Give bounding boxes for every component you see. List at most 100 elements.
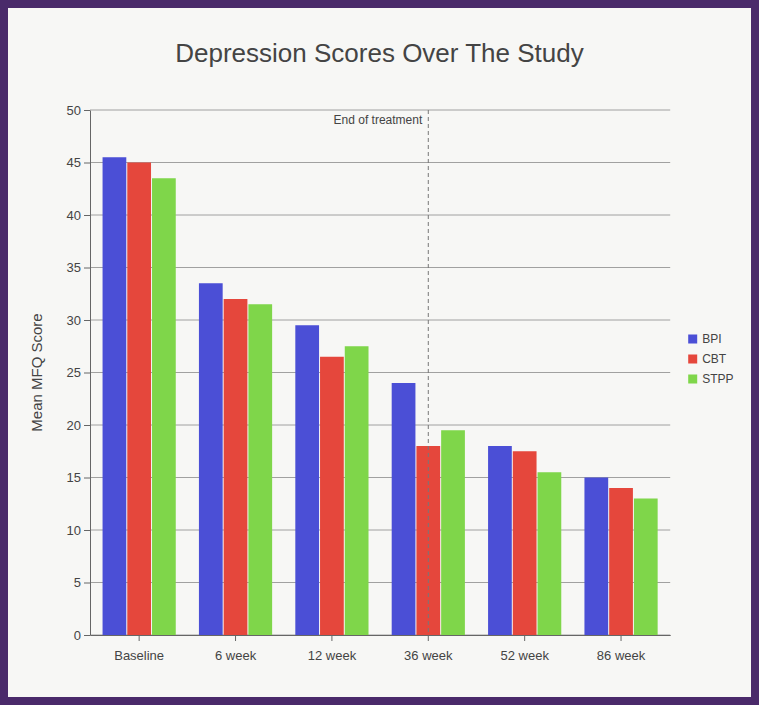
x-tick: 36 week [404,635,453,663]
x-axis-line [91,635,671,636]
x-tick-mark [428,635,429,641]
x-tick-label: 12 week [308,648,357,663]
y-tick: 15 [67,470,90,485]
grid-line [90,320,670,321]
y-tick: 0 [74,628,90,643]
y-tick: 5 [74,575,90,590]
y-tick-label: 30 [67,313,81,328]
x-tick-label: 36 week [404,648,453,663]
legend-label: STPP [702,372,733,386]
y-tick-mark [84,583,90,584]
y-tick-mark [84,320,90,321]
plot: End of treatment 0 5 10 15 20 25 30 35 40 45 50 Base… [67,103,671,663]
y-tick-label: 40 [67,208,81,223]
bar [224,299,248,635]
y-tick-label: 25 [67,365,81,380]
bar [152,178,176,635]
slide-background [8,8,751,697]
y-axis: 0 5 10 15 20 25 30 35 40 45 50 [67,103,91,643]
y-tick: 10 [67,523,90,538]
y-tick-mark [84,268,90,269]
grid-line [90,372,670,373]
y-axis-title: Mean MFQ Score [28,313,45,431]
title: Depression Scores Over The Study [175,38,583,68]
bar [584,478,608,636]
y-tick-label: 50 [67,103,81,118]
grid [90,110,670,635]
grid-line [90,215,670,216]
x-tick-label: 86 week [597,648,646,663]
x-tick: 12 week [308,635,357,663]
bar [295,325,319,635]
y-tick: 20 [67,418,90,433]
grid-line [90,425,670,426]
x-tick-label: Baseline [114,648,164,663]
x-tick-mark [235,635,236,641]
x-tick-label: 6 week [215,648,257,663]
x-tick: 86 week [597,635,646,663]
x-tick-label: 52 week [500,648,549,663]
y-tick-mark [84,110,90,111]
y-tick-mark [84,163,90,164]
bar [538,472,562,635]
y-tick-mark [84,530,90,531]
y-tick: 40 [67,208,90,223]
bars [103,110,658,635]
bar [320,357,344,635]
legend-swatch [688,355,697,364]
x-tick-mark [621,635,622,641]
x-tick-mark [331,635,332,641]
y-tick-label: 15 [67,470,81,485]
legend-item: BPI [688,332,721,346]
x-tick: 6 week [215,635,257,663]
bar [127,163,151,636]
bar [609,488,633,635]
grid-line [90,530,670,531]
bar [345,346,369,635]
x-tick: Baseline [114,635,164,663]
y-tick-mark [84,478,90,479]
x-axis: Baseline 6 week 12 week 36 week 52 week 86 we… [91,635,671,663]
bar [441,430,465,635]
y-tick: 30 [67,313,90,328]
grid-line [90,477,670,478]
bar [488,446,512,635]
legend: BPI CBT STPP [688,332,733,386]
bar [248,304,272,635]
grid-line [90,635,670,636]
y-tick-label: 10 [67,523,81,538]
y-tick-label: 0 [74,628,81,643]
y-tick-label: 20 [67,418,81,433]
legend-label: BPI [702,332,721,346]
bar [103,157,127,635]
bar [392,383,416,635]
y-tick: 45 [67,155,90,170]
y-tick-label: 5 [74,575,81,590]
bar [634,499,658,636]
y-axis-line [90,111,91,636]
legend-swatch [688,375,697,384]
y-tick-mark [84,635,90,636]
grid-line [90,582,670,583]
grid-line [90,267,670,268]
chart: Depression Scores Over The Study End of t… [0,0,759,705]
y-tick: 50 [67,103,90,118]
annotation: End of treatment [334,113,423,127]
y-tick-mark [84,373,90,374]
y-tick-mark [84,425,90,426]
y-tick-mark [84,215,90,216]
x-tick-mark [524,635,525,641]
bar [513,451,537,635]
x-tick: 52 week [500,635,549,663]
y-tick-label: 35 [67,260,81,275]
legend-item: CBT [688,352,727,366]
bar [199,283,223,635]
legend-item: STPP [688,372,733,386]
y-tick-label: 45 [67,155,81,170]
legend-swatch [688,335,697,344]
annotation-line [428,110,429,635]
y-tick: 25 [67,365,90,380]
grid-line [90,110,670,111]
x-tick-mark [139,635,140,641]
legend-label: CBT [702,352,727,366]
